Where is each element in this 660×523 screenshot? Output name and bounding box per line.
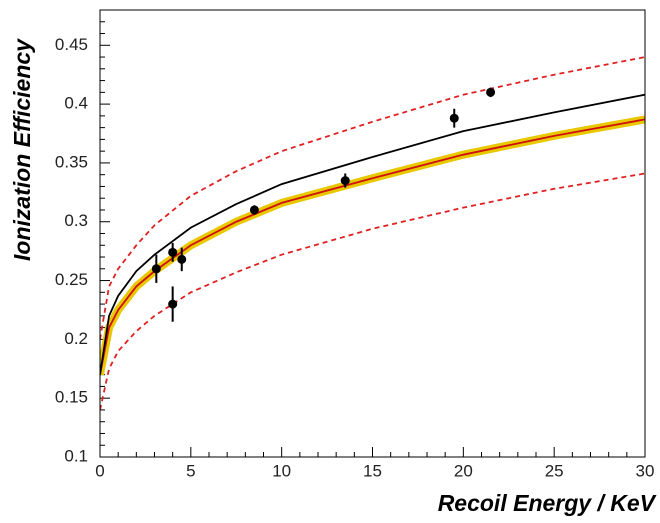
data-point [249, 205, 259, 215]
x-tick-label: 0 [95, 461, 104, 480]
y-tick-label: 0.15 [55, 388, 88, 407]
curve [100, 172, 645, 411]
curve [100, 93, 645, 375]
plot-frame [99, 9, 646, 458]
data-point [340, 176, 350, 186]
data-point [486, 87, 496, 97]
y-tick-label: 0.45 [55, 35, 88, 54]
data-point [168, 299, 178, 309]
x-tick-label: 5 [186, 461, 195, 480]
y-tick-label: 0.2 [64, 329, 88, 348]
data-point [168, 247, 178, 257]
y-tick-label: 0.35 [55, 152, 88, 171]
x-axis-title: Recoil Energy / KeV [438, 490, 657, 516]
y-tick-label: 0.3 [64, 211, 88, 230]
data-point [177, 254, 187, 264]
data-point [449, 113, 459, 123]
x-tick-label: 25 [545, 461, 564, 480]
x-tick-label: 20 [454, 461, 473, 480]
curve [100, 56, 645, 340]
y-tick-label: 0.25 [55, 270, 88, 289]
curve [100, 118, 645, 375]
data-point [151, 264, 161, 274]
x-tick-label: 30 [636, 461, 655, 480]
y-tick-label: 0.1 [64, 446, 88, 465]
x-tick-label: 15 [363, 461, 382, 480]
y-axis-title: Ionization Efficiency [9, 38, 35, 261]
y-tick-label: 0.4 [64, 94, 88, 113]
x-tick-label: 10 [272, 461, 291, 480]
